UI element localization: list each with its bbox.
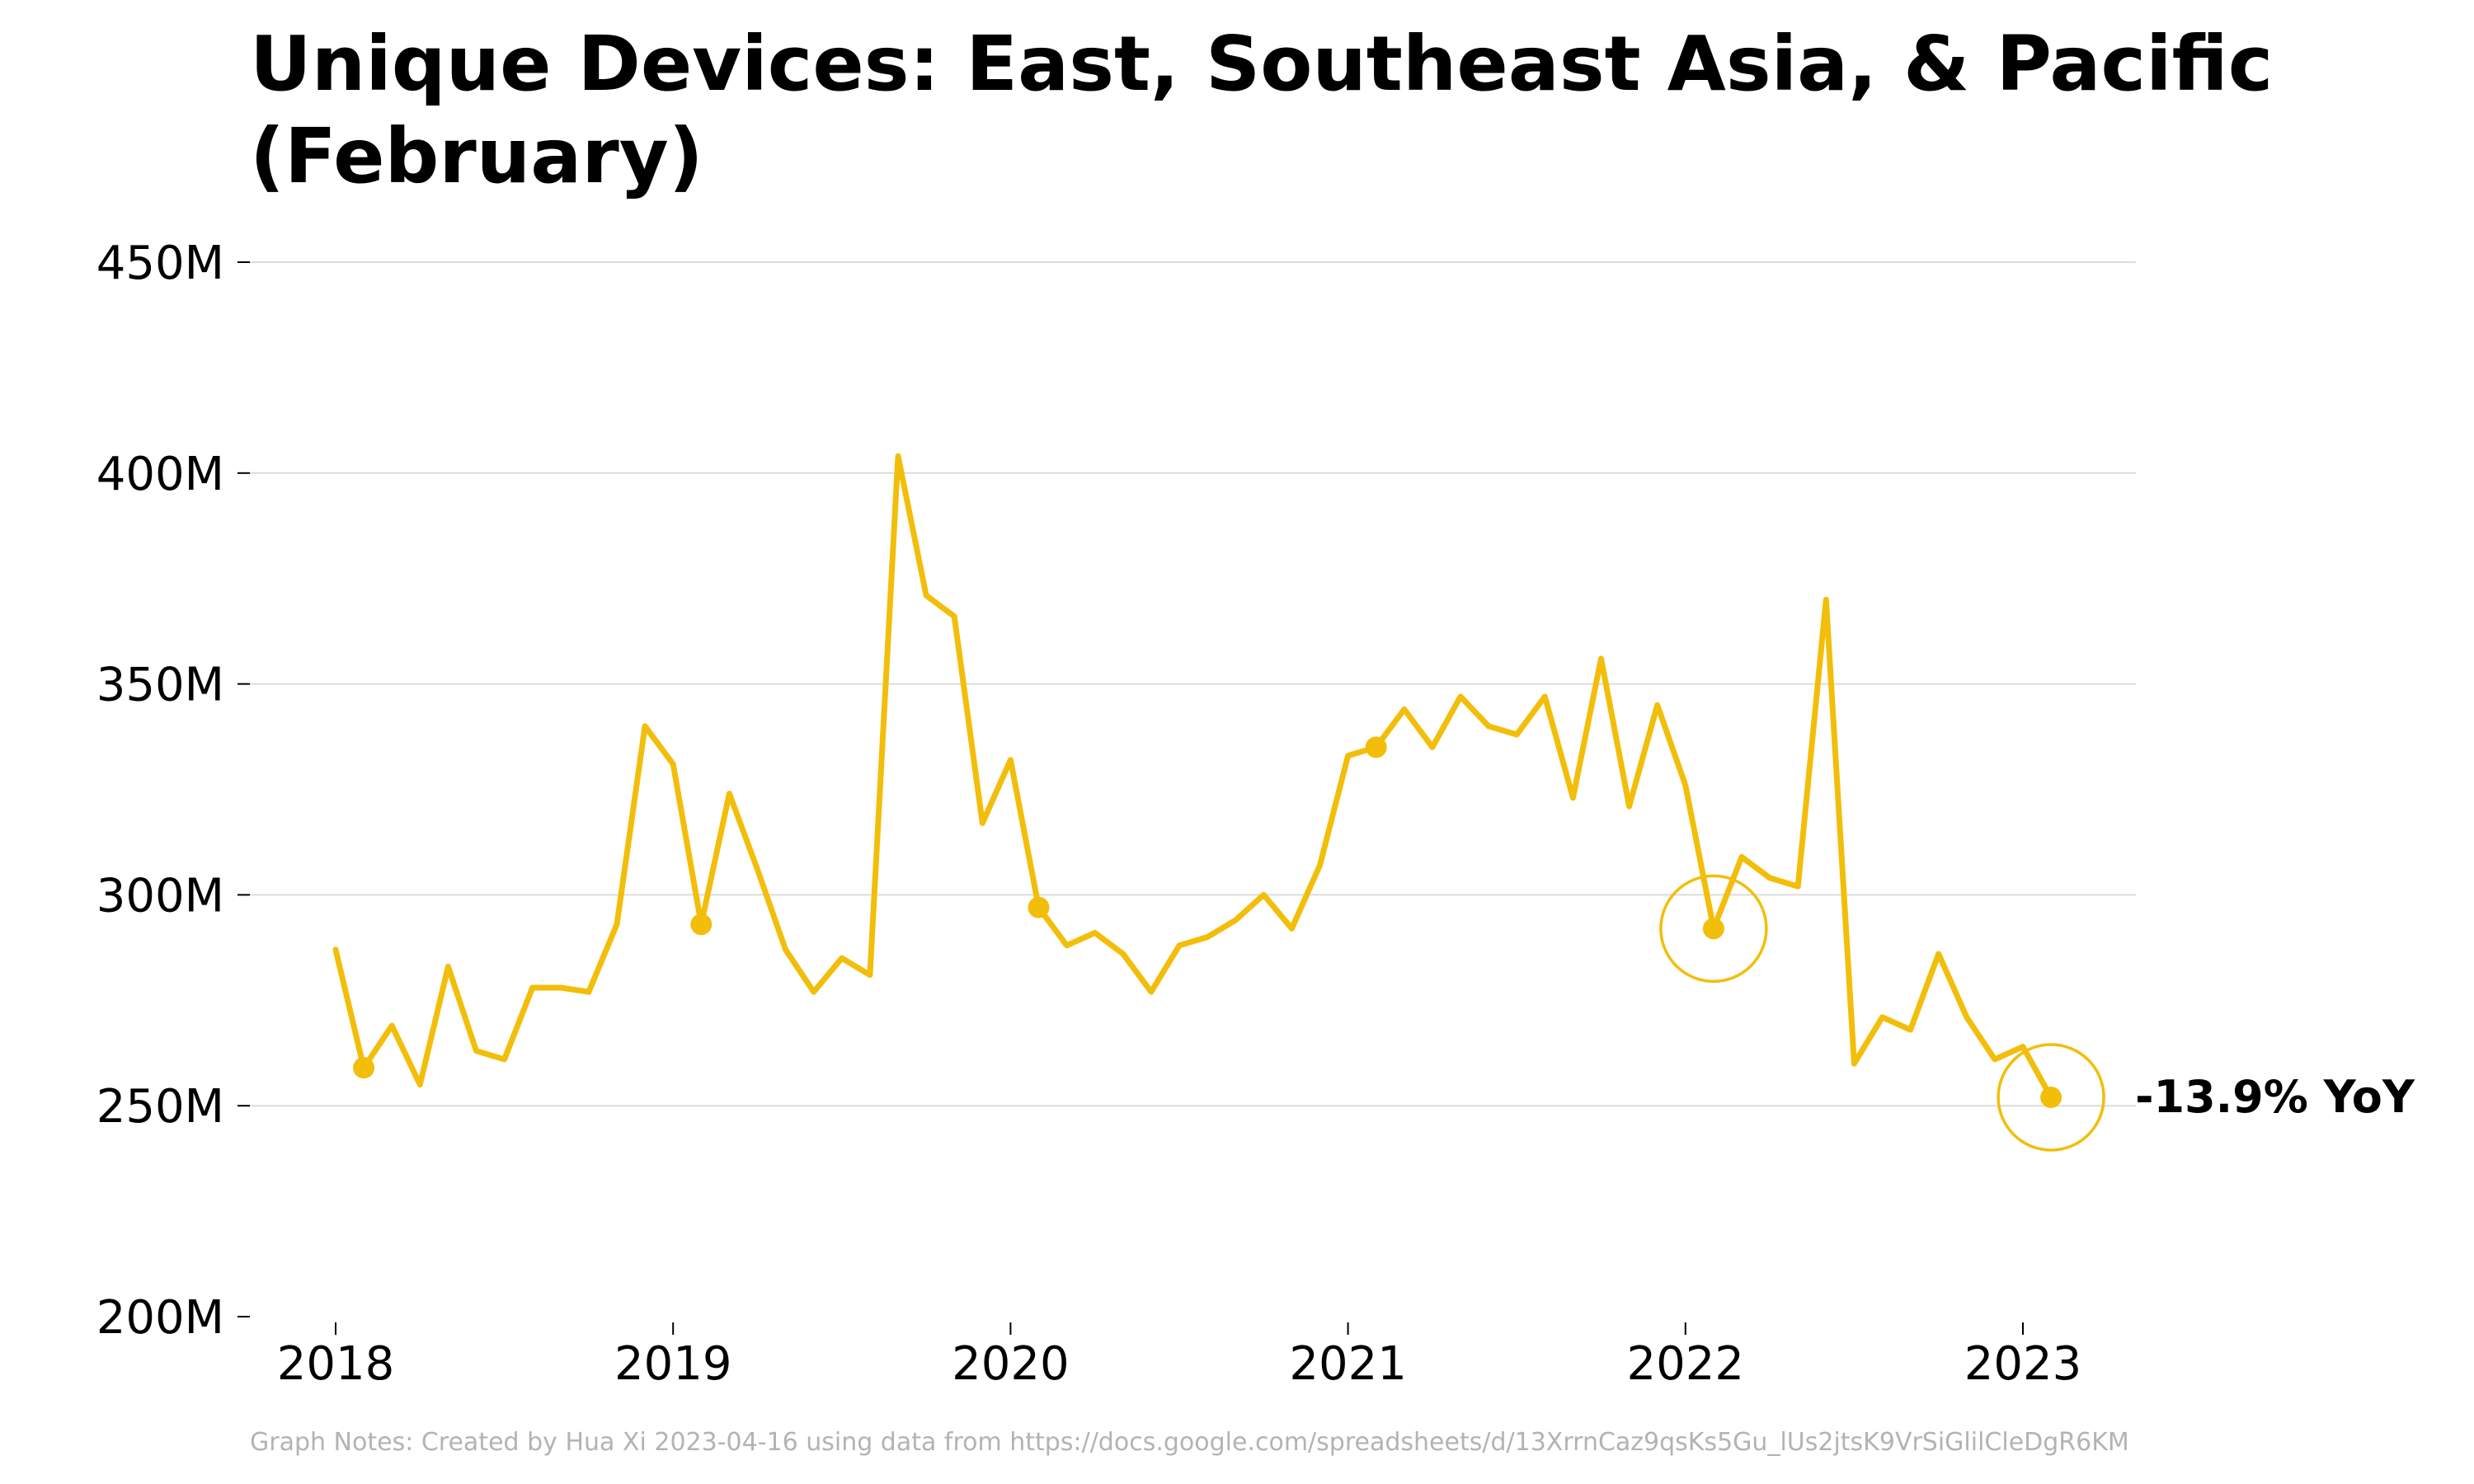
x-tick-label: 2021 [1289,1337,1407,1391]
chart-title: Unique Devices: East, Southeast Asia, & … [250,20,2274,200]
y-tick-label: 350M [96,659,224,712]
y-tick-label: 300M [96,869,224,923]
y-tick-label: 400M [96,448,224,501]
graph-notes: Graph Notes: Created by Hua Xi 2023-04-1… [250,1428,2129,1457]
yoy-annotation: -13.9% YoY [2135,1071,2415,1123]
annotations-group: -13.9% YoY [1659,874,2415,1152]
data-point-marker [2040,1086,2062,1108]
series-line [332,453,2054,1101]
data-point-marker [1365,736,1387,758]
data-point-marker [1702,918,1724,940]
highlight-ring [1997,1043,2105,1152]
x-tick-label: 2022 [1627,1337,1745,1391]
y-tick-label: 200M [96,1291,224,1345]
x-tick-label: 2023 [1964,1337,2082,1391]
y-tick-label: 250M [96,1080,224,1134]
data-point-marker [1028,896,1050,918]
highlight-ring [1659,874,1768,984]
data-point-marker [690,913,713,936]
y-axis: 200M 250M 300M 350M 400M 450M [96,237,250,1345]
series-group [332,453,2054,1101]
x-tick-label: 2018 [277,1337,395,1391]
x-tick-label: 2019 [614,1337,732,1391]
x-tick-label: 2020 [952,1337,1070,1391]
gridlines [250,261,2136,1107]
x-axis: 2018 2019 2020 2021 2022 2023 [277,1322,2082,1391]
markers-group [353,736,2062,1108]
y-tick-label: 450M [96,237,224,290]
data-point-marker [353,1057,375,1079]
